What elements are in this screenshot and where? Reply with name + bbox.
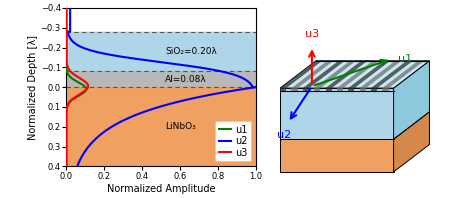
Polygon shape <box>348 88 355 91</box>
Polygon shape <box>303 61 345 88</box>
Bar <box>66 8 256 32</box>
Polygon shape <box>292 61 334 88</box>
Text: u2: u2 <box>277 130 291 140</box>
Polygon shape <box>280 61 322 88</box>
Polygon shape <box>337 88 343 91</box>
Polygon shape <box>280 112 429 139</box>
Polygon shape <box>382 88 389 91</box>
Text: LiNbO₃: LiNbO₃ <box>165 122 196 131</box>
Polygon shape <box>337 61 379 88</box>
Polygon shape <box>314 88 320 91</box>
Polygon shape <box>326 88 332 91</box>
Polygon shape <box>326 61 368 88</box>
Text: u3: u3 <box>305 29 319 39</box>
Polygon shape <box>314 61 356 88</box>
Bar <box>66 71 256 87</box>
Bar <box>66 87 256 166</box>
Polygon shape <box>393 61 429 139</box>
Polygon shape <box>280 139 393 172</box>
Polygon shape <box>303 88 309 91</box>
Polygon shape <box>280 88 393 139</box>
Legend: u1, u2, u3: u1, u2, u3 <box>215 121 251 161</box>
Polygon shape <box>280 88 286 91</box>
Polygon shape <box>371 88 377 91</box>
Y-axis label: Normalized Depth [λ]: Normalized Depth [λ] <box>28 35 38 140</box>
Polygon shape <box>348 61 390 88</box>
Polygon shape <box>382 61 424 88</box>
Polygon shape <box>360 88 366 91</box>
X-axis label: Normalized Amplitude: Normalized Amplitude <box>107 184 215 194</box>
Text: Al=0.08λ: Al=0.08λ <box>165 75 207 84</box>
Text: SiO₂=0.20λ: SiO₂=0.20λ <box>165 47 217 56</box>
Polygon shape <box>292 88 298 91</box>
Polygon shape <box>371 61 413 88</box>
Bar <box>66 32 256 71</box>
Text: u1: u1 <box>398 54 411 64</box>
Polygon shape <box>360 61 401 88</box>
Polygon shape <box>280 61 429 88</box>
Polygon shape <box>393 112 429 172</box>
